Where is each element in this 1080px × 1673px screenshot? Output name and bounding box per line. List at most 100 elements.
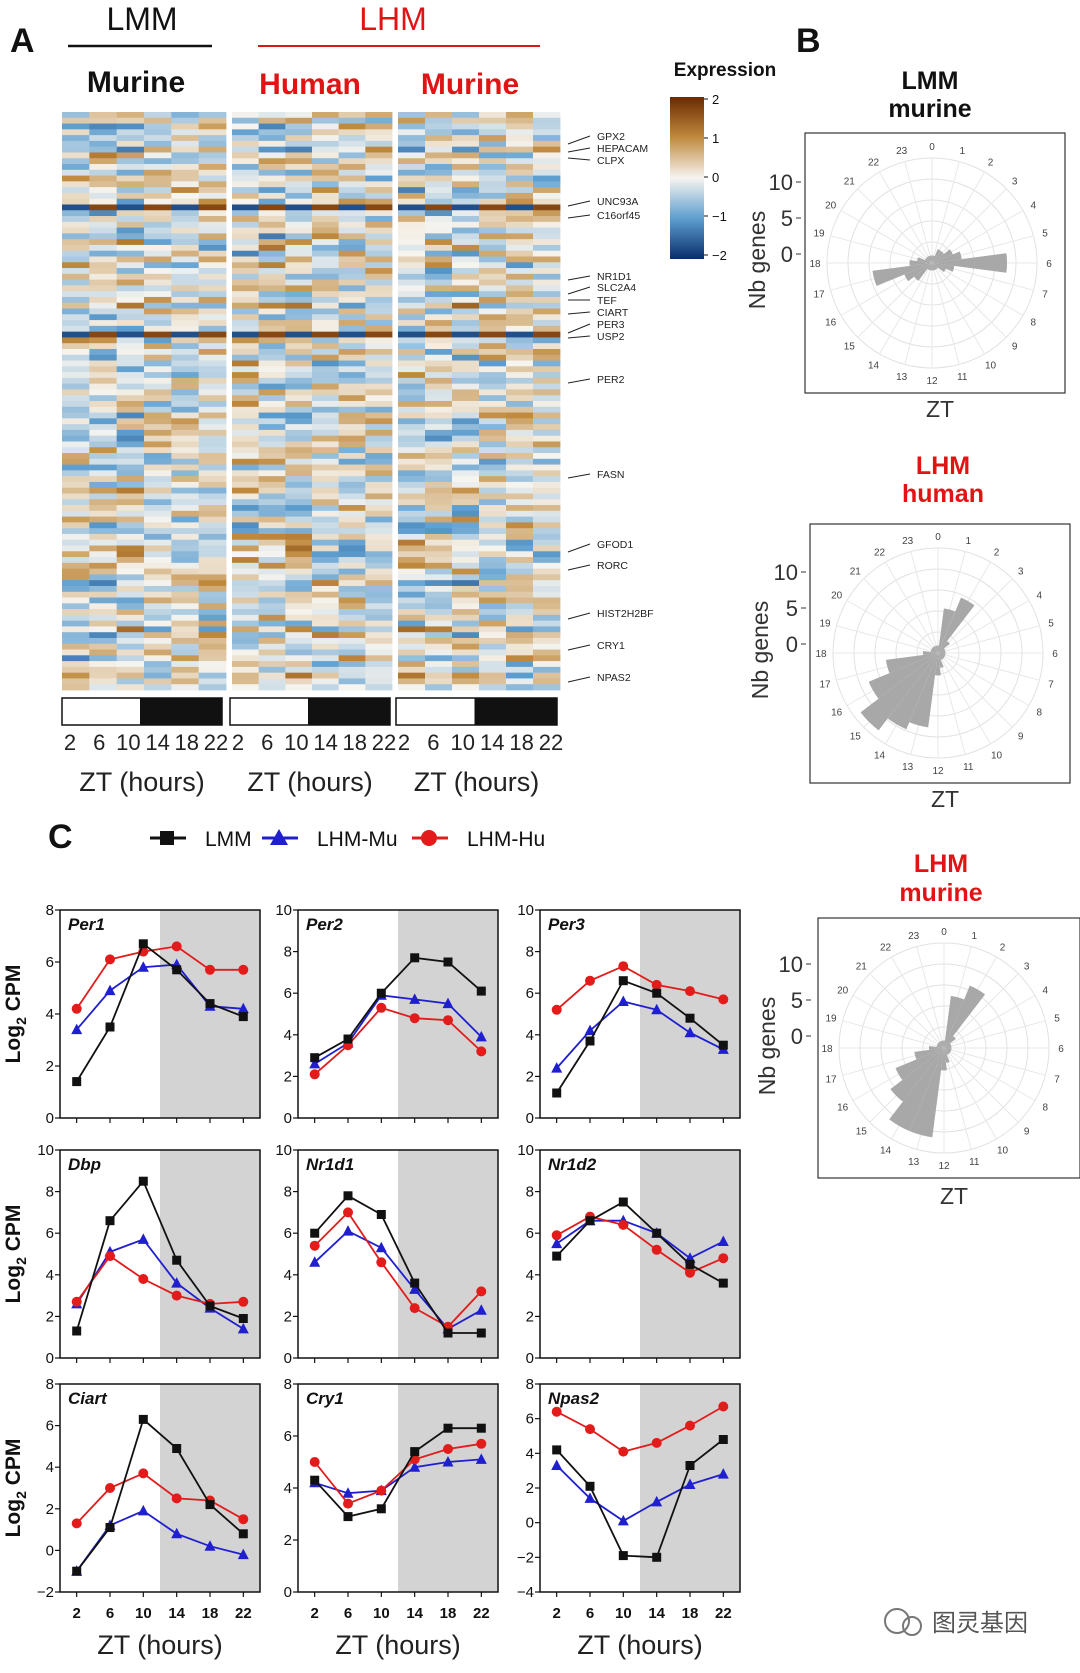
heatmap-cell xyxy=(338,192,366,200)
rose-grid-spoke xyxy=(931,188,1007,264)
heatmap-cell xyxy=(116,285,145,292)
x-tick-label: 22 xyxy=(235,1605,252,1622)
heatmap-cell xyxy=(198,591,227,598)
heatmap-cell xyxy=(89,285,118,292)
heatmap-cell xyxy=(171,505,200,512)
y-tick-label: 4 xyxy=(284,1480,292,1497)
heatmap-cell xyxy=(425,574,453,581)
heatmap-cell xyxy=(198,574,227,581)
heatmap-cell xyxy=(365,285,393,292)
heatmap-cell xyxy=(198,152,227,159)
point-lhm-mu xyxy=(237,1548,249,1560)
heatmap-cell xyxy=(398,626,426,633)
heatmap-cell xyxy=(62,192,90,200)
heatmap-cell xyxy=(258,221,286,228)
heatmap-cell xyxy=(144,516,172,523)
heatmap-cell xyxy=(338,568,366,575)
rose-title-2: murine xyxy=(888,95,971,123)
rose-hour-label: 15 xyxy=(844,342,856,353)
heatmap-cell xyxy=(533,551,561,558)
heatmap-cell xyxy=(144,273,172,281)
point-lhm-mu xyxy=(309,1256,321,1267)
rose-bar xyxy=(931,648,938,653)
heatmap-cell xyxy=(452,372,480,379)
heatmap-cell xyxy=(144,187,172,194)
heatmap-cell xyxy=(116,273,145,281)
heatmap-cell xyxy=(425,146,453,153)
heatmap-cell xyxy=(338,244,366,252)
heatmap-cell xyxy=(116,325,145,333)
heatmap-cell xyxy=(452,129,480,136)
y-axis-label: Log2 CPM xyxy=(2,965,29,1064)
heatmap-cell xyxy=(258,464,286,471)
heatmap-cell xyxy=(452,510,480,517)
point-lmm xyxy=(310,1475,320,1485)
heatmap-cell xyxy=(425,655,453,662)
heatmap-cell xyxy=(479,123,507,130)
heatmap-cell xyxy=(144,545,172,552)
heatmap-cell xyxy=(365,187,393,194)
point-lhm-hu xyxy=(138,1274,149,1284)
heatmap-cell xyxy=(533,481,561,489)
rose-hour-label: 6 xyxy=(1046,259,1052,270)
heatmap-cell xyxy=(398,429,426,437)
heatmap-cell xyxy=(533,389,561,396)
heatmap-cell xyxy=(232,574,260,581)
heatmap-cell xyxy=(338,348,366,356)
rose-bar xyxy=(932,263,938,269)
heatmap-cell xyxy=(479,320,507,327)
heatmap-cell xyxy=(116,655,145,662)
heatmap-cell xyxy=(506,221,534,228)
heatmap-cell xyxy=(116,221,145,228)
heatmap-cell xyxy=(338,441,366,448)
heatmap-cell xyxy=(452,568,480,575)
heatmap-cell xyxy=(232,412,260,419)
heatmap-cell xyxy=(425,516,453,523)
heatmap-cell xyxy=(425,372,453,379)
heatmap-cell xyxy=(232,250,260,257)
heatmap-cell xyxy=(425,123,453,130)
point-lmm xyxy=(410,953,420,963)
heatmap-cell xyxy=(116,383,145,390)
heatmap-cell xyxy=(62,227,90,234)
heatmap-cell xyxy=(425,291,453,298)
heatmap-cell xyxy=(258,516,286,523)
rose-hour-label: 2 xyxy=(988,158,994,169)
heatmap-cell xyxy=(533,152,561,159)
header-lmm: LMM xyxy=(106,1,177,37)
gene-label: GPX2 xyxy=(597,131,625,143)
rose-grid-spoke xyxy=(931,262,960,365)
heatmap-cell xyxy=(62,666,90,674)
heatmap-cell xyxy=(198,216,227,223)
heatmap-cell xyxy=(171,129,200,136)
heatmap-cell xyxy=(338,354,366,361)
heatmap-cell xyxy=(116,632,145,639)
y-axis-label-tail: CPM xyxy=(2,965,25,1018)
heatmap-cell xyxy=(398,302,426,309)
heatmap-cell xyxy=(479,441,507,448)
heatmap-cell xyxy=(425,614,453,622)
heatmap-cell xyxy=(144,684,172,691)
heatmap-cell xyxy=(533,164,561,171)
rose-hour-label: 9 xyxy=(1018,732,1024,743)
heatmap-cell xyxy=(506,360,534,367)
heatmap-cell xyxy=(452,389,480,396)
heatmap-cell xyxy=(198,557,227,564)
heatmap-cell xyxy=(232,643,260,650)
heatmap-cell xyxy=(171,216,200,223)
heatmap-cell xyxy=(171,655,200,662)
rose-hour-label: 4 xyxy=(1037,591,1043,602)
heatmap-cell xyxy=(232,331,260,338)
heatmap-cell xyxy=(198,302,227,309)
heatmap-x-tick: 22 xyxy=(372,730,396,755)
heatmap-cell xyxy=(365,655,393,662)
rose-title-1: LHM xyxy=(916,452,970,480)
heatmap-cell xyxy=(198,661,227,668)
rose-hour-label: 16 xyxy=(837,1103,849,1114)
heatmap-cell xyxy=(116,672,145,679)
heatmap-cell xyxy=(452,210,480,217)
heatmap-cell xyxy=(89,296,118,304)
heatmap-cell xyxy=(89,117,118,124)
rose-hour-label: 0 xyxy=(935,532,941,543)
point-lmm xyxy=(476,986,486,996)
